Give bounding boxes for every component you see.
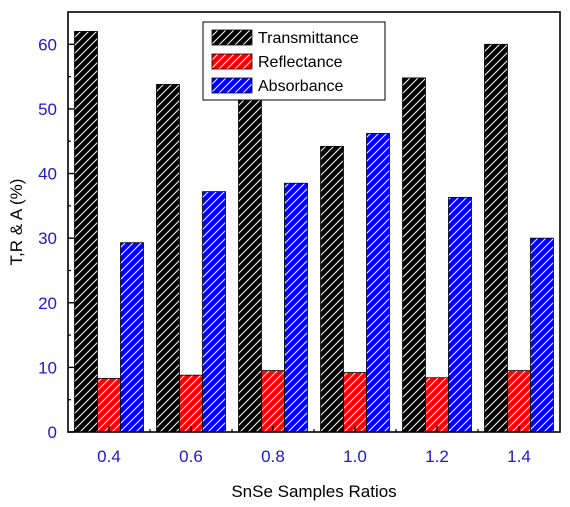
- bar-transmittance-1-2: [402, 77, 426, 433]
- legend-swatch-reflectance: [211, 53, 253, 70]
- bar-reflectance-1-2: [425, 377, 449, 433]
- y-tick-label: 30: [38, 229, 57, 248]
- x-tick-label: 0.8: [261, 447, 285, 466]
- legend-swatch-transmittance: [211, 29, 253, 46]
- legend-label-absorbance: Absorbance: [258, 78, 343, 95]
- bar-absorbance-0-8: [284, 182, 308, 433]
- x-tick-label: 0.6: [179, 447, 203, 466]
- bar-absorbance-1-4: [530, 237, 554, 433]
- bar-transmittance-1-4: [484, 43, 508, 433]
- ticks-layer: 0.4 0.6 0.8 1.0 1.2 1.4 0 10 20 30 40 50 60: [38, 35, 531, 466]
- bar-transmittance-1-0: [320, 145, 344, 433]
- y-tick-label: 40: [38, 165, 57, 184]
- bar-absorbance-0-4: [120, 242, 144, 433]
- x-axis-title: SnSe Samples Ratios: [231, 482, 396, 501]
- bar-reflectance-1-4: [507, 370, 531, 433]
- legend-label-transmittance: Transmittance: [258, 30, 359, 47]
- bar-absorbance-1-2: [448, 197, 472, 433]
- x-tick-label: 1.0: [343, 447, 367, 466]
- legend-label-reflectance: Reflectance: [258, 54, 343, 71]
- y-tick-label: 0: [48, 423, 57, 442]
- bar-reflectance-1-0: [343, 372, 367, 433]
- legend-swatch-absorbance: [211, 77, 253, 94]
- y-tick-label: 10: [38, 358, 57, 377]
- bar-reflectance-0-6: [179, 374, 203, 433]
- bar-transmittance-0-8: [238, 98, 262, 433]
- bar-absorbance-1-0: [366, 133, 390, 433]
- x-tick-label: 1.4: [507, 447, 531, 466]
- y-tick-label: 20: [38, 294, 57, 313]
- bars-layer: [74, 30, 554, 433]
- bar-transmittance-0-6: [156, 83, 180, 433]
- y-tick-label: 50: [38, 100, 57, 119]
- bar-absorbance-0-6: [202, 191, 226, 433]
- bar-reflectance-0-8: [261, 370, 285, 433]
- legend: Transmittance Reflectance Absorbance: [202, 21, 386, 101]
- bar-transmittance-0-4: [74, 30, 98, 433]
- x-tick-label: 1.2: [425, 447, 449, 466]
- x-tick-label: 0.4: [97, 447, 121, 466]
- y-tick-label: 60: [38, 35, 57, 54]
- y-axis-title: T,R & A (%): [7, 179, 26, 266]
- bar-reflectance-0-4: [97, 377, 121, 433]
